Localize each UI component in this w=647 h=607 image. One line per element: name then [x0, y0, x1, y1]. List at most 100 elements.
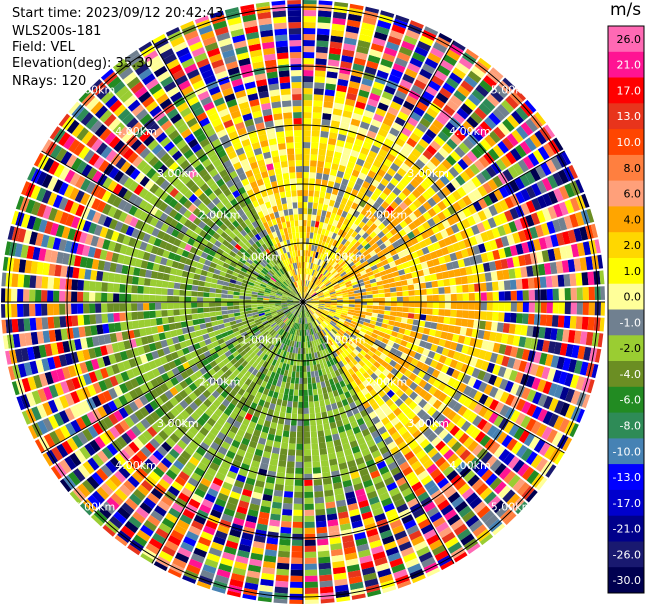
velocity-gate: [319, 574, 333, 582]
velocity-gate: [344, 240, 351, 248]
velocity-gate: [307, 302, 313, 304]
velocity-gate: [376, 69, 389, 80]
velocity-gate: [346, 135, 355, 144]
velocity-gate: [348, 291, 355, 295]
velocity-gate: [207, 446, 217, 457]
velocity-gate: [437, 382, 447, 392]
velocity-gate: [117, 199, 128, 211]
velocity-gate: [281, 304, 288, 307]
velocity-gate: [441, 271, 449, 279]
velocity-gate: [425, 315, 433, 322]
velocity-gate: [266, 476, 276, 484]
velocity-gate: [418, 398, 428, 409]
velocity-gate: [35, 317, 43, 330]
velocity-gate: [219, 327, 227, 334]
velocity-gate: [71, 315, 79, 327]
velocity-gate: [155, 279, 163, 288]
velocity-gate: [529, 363, 539, 376]
velocity-gate: [333, 572, 347, 581]
velocity-gate: [83, 292, 90, 302]
velocity-gate: [501, 99, 515, 114]
velocity-gate: [82, 220, 92, 233]
velocity-gate: [320, 362, 325, 370]
velocity-gate: [266, 284, 273, 289]
velocity-gate: [283, 308, 289, 312]
velocity-gate: [223, 277, 231, 283]
velocity-gate: [183, 333, 191, 341]
velocity-gate: [72, 468, 86, 482]
velocity-gate: [531, 183, 542, 197]
velocity-gate: [414, 419, 425, 429]
velocity-gate: [396, 264, 404, 271]
velocity-gate: [354, 412, 362, 421]
velocity-gate: [305, 347, 309, 354]
velocity-gate: [236, 372, 244, 380]
velocity-gate: [452, 40, 466, 51]
velocity-gate: [48, 160, 60, 175]
velocity-gate: [354, 138, 364, 147]
velocity-gate: [283, 369, 289, 377]
velocity-gate: [53, 412, 65, 427]
velocity-gate: [139, 268, 147, 277]
velocity-gate: [419, 423, 429, 434]
velocity-gate: [472, 245, 481, 255]
velocity-gate: [444, 286, 451, 294]
velocity-gate: [68, 471, 81, 486]
velocity-gate: [341, 238, 348, 246]
velocity-gate: [59, 316, 67, 328]
velocity-gate: [179, 389, 188, 399]
velocity-gate: [398, 269, 406, 276]
velocity-gate: [525, 375, 536, 388]
velocity-gate: [208, 547, 222, 557]
velocity-gate: [346, 409, 354, 418]
velocity-gate: [199, 504, 212, 514]
velocity-gate: [248, 440, 258, 449]
velocity-gate: [317, 16, 331, 24]
velocity-gate: [318, 393, 324, 401]
velocity-gate: [398, 482, 410, 492]
velocity-gate: [332, 282, 339, 287]
velocity-gate: [414, 143, 426, 154]
velocity-gate: [243, 432, 253, 441]
velocity-gate: [2, 335, 9, 350]
velocity-gate: [276, 293, 282, 297]
velocity-gate: [330, 303, 337, 306]
velocity-gate: [330, 543, 343, 551]
velocity-gate: [295, 455, 303, 462]
velocity-gate: [335, 309, 343, 313]
velocity-gate: [331, 29, 344, 37]
velocity-gate: [450, 134, 462, 146]
velocity-gate: [418, 379, 428, 389]
velocity-gate: [462, 310, 469, 319]
velocity-gate: [391, 24, 406, 35]
velocity-gate: [468, 302, 475, 310]
velocity-gate: [76, 350, 85, 362]
velocity-gate: [450, 474, 463, 486]
velocity-gate: [337, 505, 348, 514]
velocity-gate: [179, 289, 186, 296]
velocity-gate: [542, 193, 553, 207]
velocity-gate: [306, 232, 310, 239]
velocity-gate: [303, 184, 309, 191]
velocity-gate: [539, 352, 548, 365]
velocity-gate: [216, 568, 231, 579]
velocity-gate: [397, 251, 405, 259]
velocity-gate: [303, 118, 312, 125]
velocity-gate: [38, 373, 49, 387]
velocity-gate: [154, 255, 162, 264]
velocity-gate: [341, 325, 348, 330]
velocity-gate: [205, 520, 218, 530]
velocity-gate: [345, 98, 356, 107]
velocity-gate: [143, 344, 151, 354]
velocity-gate: [318, 197, 325, 204]
velocity-gate: [414, 46, 429, 57]
velocity-gate: [325, 435, 333, 443]
velocity-gate: [369, 364, 378, 373]
velocity-gate: [62, 340, 71, 353]
velocity-gate: [199, 403, 208, 412]
velocity-gate: [461, 345, 470, 354]
velocity-gate: [318, 299, 325, 302]
velocity-gate: [377, 346, 385, 353]
velocity-gate: [312, 321, 316, 328]
velocity-gate: [320, 322, 326, 329]
